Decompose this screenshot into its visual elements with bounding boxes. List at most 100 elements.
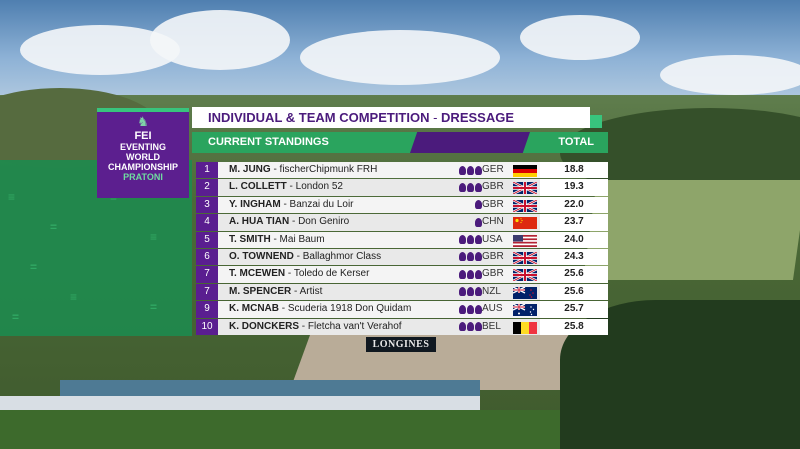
rider-name: A. HUA TIAN — [229, 216, 290, 228]
rider-horse-text: Y. INGHAM - Banzai du Loir — [229, 199, 354, 210]
sponsor-board: LONGINES — [366, 337, 436, 352]
pattern-mark: = — [30, 260, 38, 274]
rank-cell: 1 — [196, 162, 218, 179]
team-icons — [450, 198, 482, 212]
header-decoration — [410, 132, 530, 153]
flag-usa-icon — [513, 234, 537, 247]
horse-name: - fischerChipmunk FRH — [270, 164, 378, 175]
rank-cell: 6 — [196, 248, 218, 266]
horse-name: - Artist — [291, 285, 323, 297]
rider-name: T. SMITH — [229, 233, 271, 245]
standings-row: 6 O. TOWNEND - Ballaghmor Class GBR 24.3 — [196, 248, 608, 266]
team-rider-icon — [459, 304, 466, 314]
pattern-mark: = — [12, 310, 20, 324]
title-main: INDIVIDUAL & TEAM COMPETITION — [208, 110, 430, 125]
flag-uk-icon — [512, 198, 538, 213]
horse-rider-icon: ♞ — [137, 114, 149, 129]
title-accent — [590, 115, 602, 128]
rider-horse-text: T. MCEWEN - Toledo de Kerser — [229, 268, 369, 279]
team-rider-icon — [459, 322, 466, 332]
pattern-mark: ≡ — [150, 230, 158, 244]
team-icons — [450, 180, 482, 194]
team-rider-icon — [467, 235, 474, 245]
standings-row: 7 M. SPENCER - Artist NZL 25.6 — [196, 283, 608, 301]
logo-fei-text: FEI — [134, 130, 152, 142]
team-rider-icon — [459, 287, 466, 297]
nation-code: BEL — [482, 320, 501, 332]
pattern-mark: ≡ — [70, 290, 78, 304]
total-score: 24.0 — [540, 231, 608, 248]
team-rider-icon — [467, 252, 474, 262]
rank-cell: 9 — [196, 301, 218, 318]
team-rider-icon — [475, 182, 482, 192]
horse-name: - Don Geniro — [289, 216, 350, 228]
rider-name: Y. INGHAM — [229, 198, 281, 210]
competition-title: INDIVIDUAL & TEAM COMPETITION - DRESSAGE — [208, 110, 514, 125]
flag-nz-icon — [512, 286, 537, 299]
logo-line-1: EVENTING — [119, 142, 166, 152]
rider-horse-text: K. DONCKERS - Fletcha van't Verahof — [229, 321, 402, 332]
rider-cell: O. TOWNEND - Ballaghmor Class GBR — [218, 248, 540, 266]
rider-horse-text: M. SPENCER - Artist — [229, 286, 322, 297]
flag-china-icon — [513, 216, 537, 230]
standings-row: 4 A. HUA TIAN - Don Geniro CHN 23.7 — [196, 214, 608, 231]
horse-name: - Ballaghmor Class — [293, 250, 382, 262]
total-score: 25.6 — [540, 266, 608, 283]
team-rider-icon — [467, 165, 474, 175]
team-rider-icon — [459, 269, 466, 279]
team-rider-icon — [459, 165, 466, 175]
team-rider-icon — [459, 182, 466, 192]
title-discipline: DRESSAGE — [441, 110, 515, 125]
cloud — [150, 10, 290, 70]
rider-horse-text: L. COLLETT - London 52 — [229, 181, 343, 192]
horse-name: - London 52 — [286, 181, 343, 193]
team-icons — [450, 267, 482, 281]
team-rider-icon — [475, 287, 482, 297]
team-rider-icon — [475, 269, 482, 279]
standings-row: 7 T. MCEWEN - Toledo de Kerser GBR 25.6 — [196, 266, 608, 283]
cloud — [520, 15, 640, 60]
nation-code: NZL — [482, 285, 501, 297]
rank-cell: 3 — [196, 196, 218, 214]
standings-row: 5 T. SMITH - Mai Baum USA 24.0 — [196, 231, 608, 249]
rider-cell: M. JUNG - fischerChipmunk FRH GER — [218, 162, 540, 179]
rider-horse-text: O. TOWNEND - Ballaghmor Class — [229, 251, 381, 262]
team-rider-icon — [459, 252, 466, 262]
rank-cell: 4 — [196, 214, 218, 231]
flag-uk-icon — [512, 268, 538, 283]
rider-name: O. TOWNEND — [229, 250, 294, 262]
team-rider-icon — [475, 200, 482, 210]
total-score: 23.7 — [540, 214, 608, 231]
team-icons — [450, 233, 482, 247]
nation-code: GBR — [482, 181, 504, 193]
total-score: 25.8 — [540, 318, 608, 335]
standings-row: 1 M. JUNG - fischerChipmunk FRH GER 18.8 — [196, 162, 608, 179]
rank-cell: 7 — [196, 266, 218, 283]
horse-name: - Mai Baum — [270, 233, 325, 245]
flag-uk-icon — [512, 250, 538, 266]
title-separator: - — [429, 110, 442, 125]
pattern-mark: = — [50, 220, 58, 234]
team-icons — [450, 215, 482, 229]
total-column-label: TOTAL — [558, 136, 594, 148]
event-logo: ♞ FEI EVENTING WORLD CHAMPIONSHIP PRATON… — [97, 108, 189, 198]
rank-cell: 2 — [196, 179, 218, 196]
standings-row: 2 L. COLLETT - London 52 GBR 19.3 — [196, 179, 608, 196]
flag-belgium-icon — [513, 321, 537, 334]
total-score: 25.7 — [540, 301, 608, 318]
logo-line-2: WORLD — [126, 152, 160, 162]
horse-name: - Scuderia 1918 Don Quidam — [279, 303, 412, 315]
rank-cell: 5 — [196, 231, 218, 248]
rider-name: T. MCEWEN — [229, 268, 286, 280]
team-rider-icon — [467, 287, 474, 297]
rider-name: K. MCNAB — [229, 303, 279, 315]
rider-cell: A. HUA TIAN - Don Geniro CHN — [218, 214, 540, 231]
rider-horse-text: T. SMITH - Mai Baum — [229, 234, 325, 245]
rider-name: K. DONCKERS — [229, 320, 300, 332]
competition-title-bar: INDIVIDUAL & TEAM COMPETITION - DRESSAGE — [192, 107, 590, 128]
team-rider-icon — [467, 182, 474, 192]
cloud — [660, 55, 800, 95]
team-icons — [450, 163, 482, 177]
team-rider-icon — [475, 304, 482, 314]
total-score: 25.6 — [540, 283, 608, 301]
